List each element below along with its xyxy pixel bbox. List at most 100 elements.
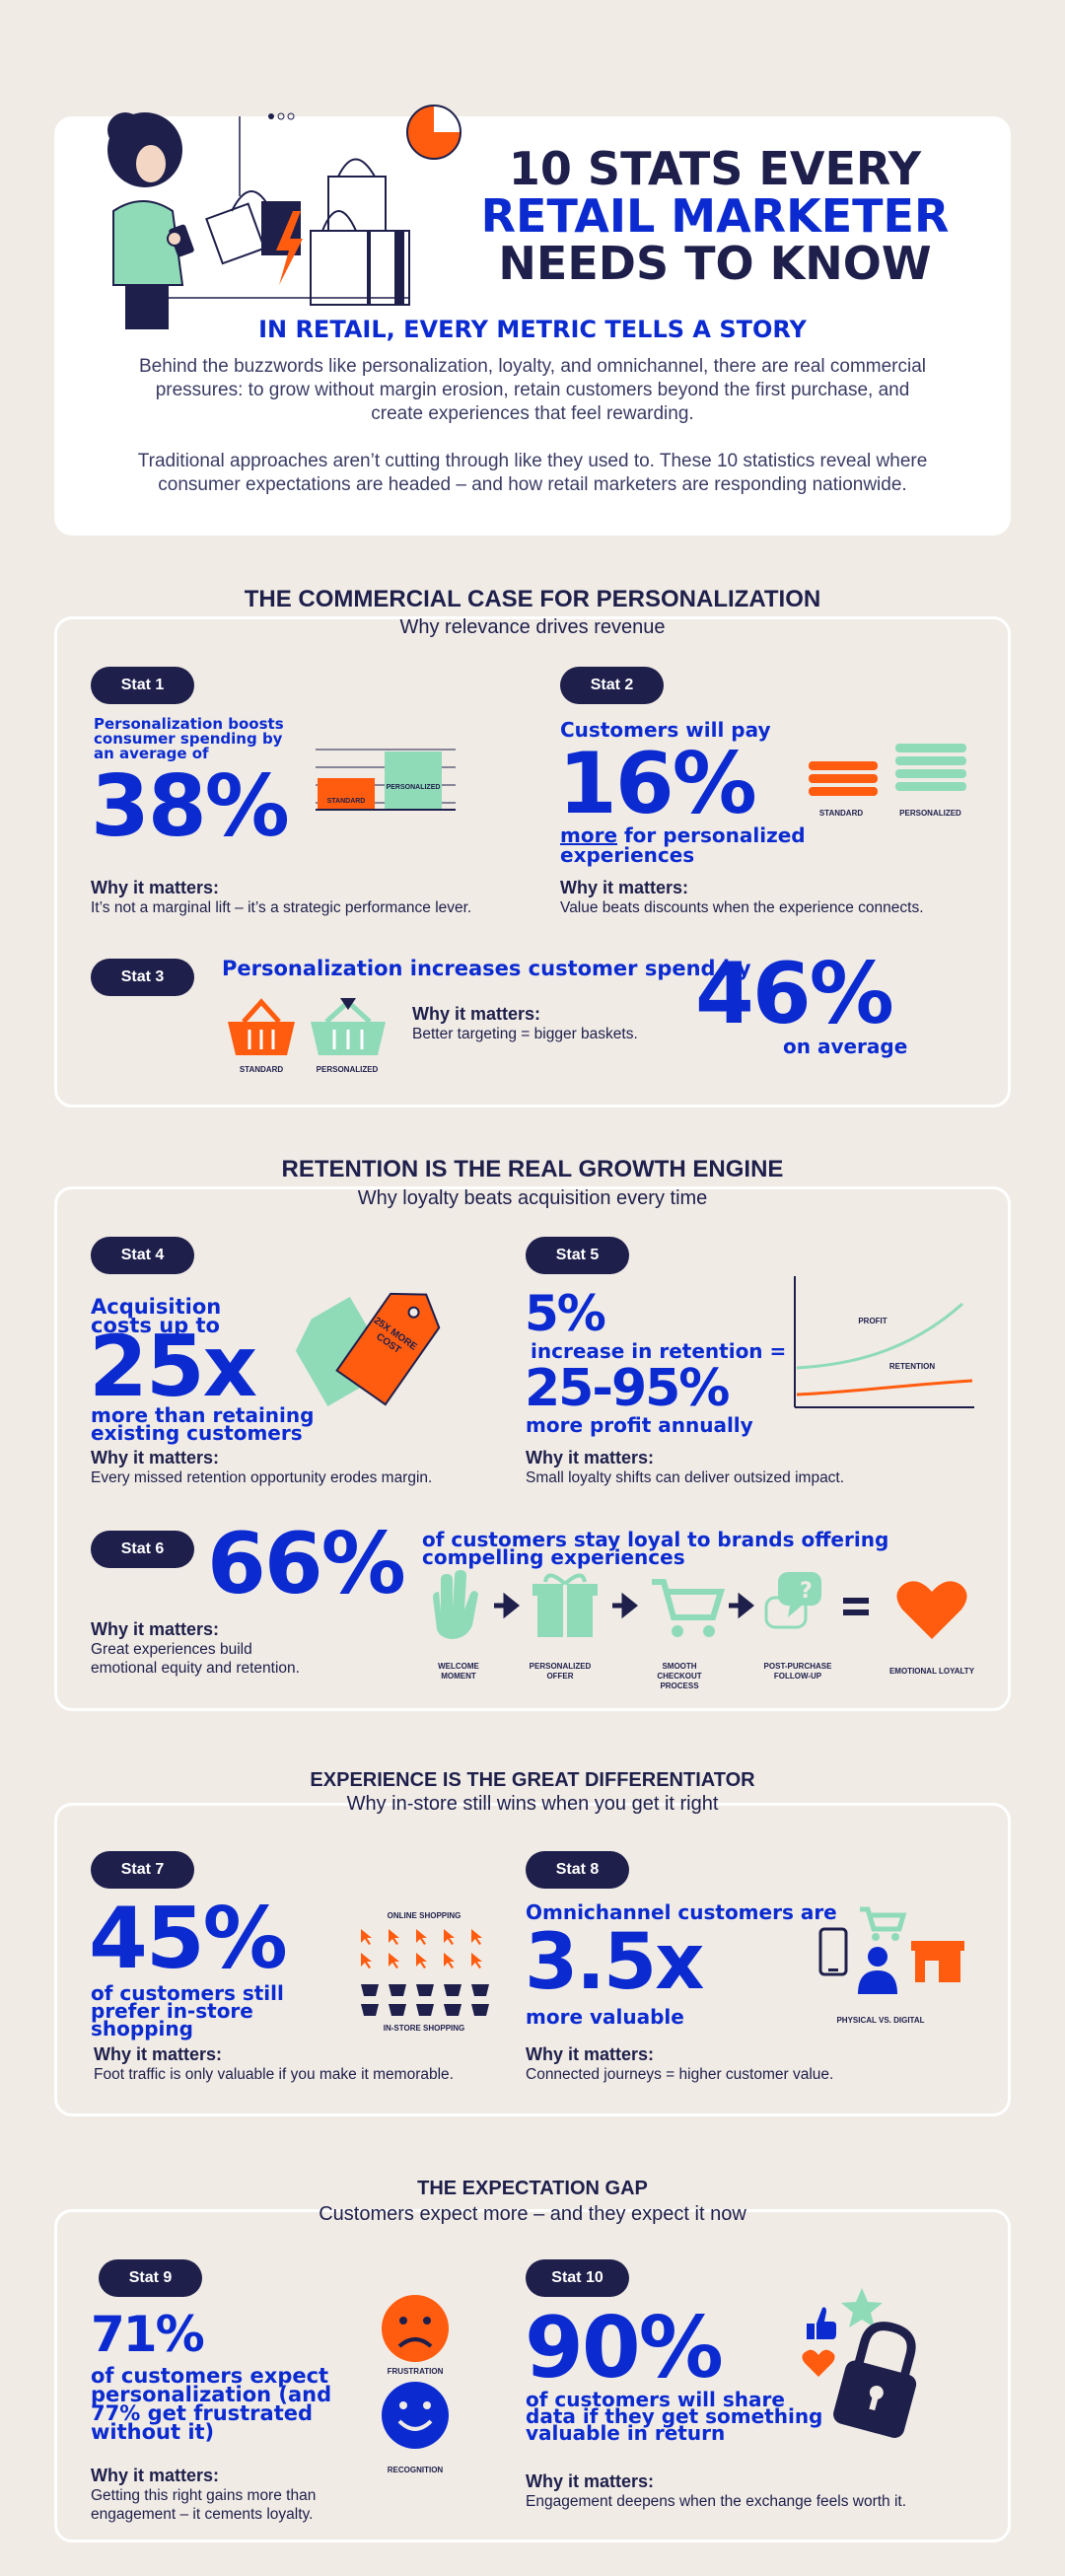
stat-4-why-text: Every missed retention opportunity erode… — [91, 1469, 433, 1486]
stat-10-tail: of customers will share data if they get… — [526, 2388, 823, 2445]
stat-2-why-heading: Why it matters: — [560, 878, 689, 897]
stat-6-pill: Stat 6 — [91, 1531, 194, 1568]
stat-8-lead: Omnichannel customers are — [526, 1900, 837, 1924]
section-2-subtitle: Why loyalty beats acquisition every time — [357, 1187, 708, 1209]
stat-5-why-heading: Why it matters: — [526, 1448, 655, 1467]
personalized-basket-icon — [311, 998, 386, 1055]
section-3-subtitle: Why in-store still wins when you get it … — [346, 1793, 719, 1815]
stat-6-why-heading: Why it matters: — [91, 1619, 220, 1639]
stat-6-value: 66% — [207, 1515, 406, 1613]
section-1-title: THE COMMERCIAL CASE FOR PERSONALIZATION — [197, 586, 868, 613]
section-4-subtitle: Customers expect more – and they expect … — [319, 2203, 746, 2225]
frustrated-face-icon — [382, 2295, 449, 2362]
stat-7-why-heading: Why it matters: — [94, 2044, 223, 2064]
profit-line — [796, 1302, 963, 1370]
stat-1-bar-standard-label: STANDARD — [326, 798, 366, 805]
stat-8-why-heading: Why it matters: — [526, 2044, 655, 2064]
stat-4-value: 25x — [89, 1318, 257, 1416]
stat-2-value: 16% — [558, 735, 757, 833]
stat-9-why-heading: Why it matters: — [91, 2466, 220, 2485]
thumbs-up-icon — [807, 2307, 836, 2339]
stat-9-frustration-label: FRUSTRATION — [387, 2367, 444, 2376]
title-line-2: RETAIL MARKETER — [480, 189, 950, 243]
stat-8-icon-label: PHYSICAL VS. DIGITAL — [836, 2016, 925, 2025]
stat-1-value: 38% — [91, 757, 290, 856]
stat-10-pill: Stat 10 — [526, 2259, 629, 2297]
cursor-basket-grid — [361, 1929, 489, 2016]
stat-7-value: 45% — [89, 1890, 288, 1988]
section-personalization-card — [54, 616, 1011, 1108]
stat-1-bar-chart — [316, 749, 456, 811]
title-line-3: NEEDS TO KNOW — [498, 237, 932, 290]
stat-1-pill: Stat 1 — [91, 667, 194, 704]
stat-5-line-chart — [794, 1276, 974, 1408]
gift-icon — [532, 1573, 598, 1637]
stat-10-value: 90% — [525, 2299, 724, 2397]
section-4-title: THE EXPECTATION GAP — [355, 2178, 710, 2200]
heart-icon — [896, 1581, 967, 1639]
stat-5-pill: Stat 5 — [526, 1237, 629, 1274]
stat-1-bar-standard — [318, 778, 375, 810]
section-3-title: EXPERIENCE IS THE GREAT DIFFERENTIATOR — [266, 1769, 799, 1792]
hero-subtitle: IN RETAIL, EVERY METRIC TELLS A STORY — [258, 316, 807, 343]
stat-7-tail: of customers still prefer in-store shopp… — [91, 1981, 284, 2040]
cart-icon — [652, 1579, 726, 1637]
stat-4-lead: Acquisition costs up to — [91, 1295, 222, 1337]
data-lock-icons — [802, 2288, 917, 2438]
cursor-icons — [361, 1929, 482, 1968]
retention-line — [796, 1379, 973, 1396]
stat-7-instore-label: IN-STORE SHOPPING — [383, 2024, 465, 2033]
stat-1-lead: Personalization boosts consumer spending… — [94, 715, 284, 762]
happy-face-icon — [382, 2382, 449, 2449]
stat-2-standard-label: STANDARD — [818, 809, 864, 818]
stat-7-why-text: Foot traffic is only valuable if you mak… — [94, 2066, 454, 2083]
standard-basket-icon — [228, 998, 295, 1055]
stat-5-retention-label: RETENTION — [888, 1362, 936, 1371]
price-tag-icon — [295, 1292, 441, 1406]
basket-mini-icons — [361, 1984, 489, 2016]
svg-text:?: ? — [800, 1579, 813, 1604]
stat-3-personalized-label: PERSONALIZED — [316, 1065, 379, 1074]
stat-8-tail: more valuable — [526, 2005, 684, 2029]
stat-2-lead: Customers will pay — [560, 718, 771, 742]
stat-2-why-text: Value beats discounts when the experienc… — [560, 899, 924, 916]
stat-6-step-1: WELCOME MOMENT — [438, 1662, 479, 1681]
stat-9-recognition-label: RECOGNITION — [387, 2466, 444, 2474]
stat-2-caption: more for personalized experiences — [560, 825, 836, 865]
stat-5-mid: increase in retention = — [531, 1339, 787, 1363]
stat-3-pill: Stat 3 — [91, 959, 194, 996]
padlock-icon — [833, 2322, 917, 2438]
stat-9-why-text: Getting this right gains more than engag… — [91, 2487, 317, 2523]
hero-paragraph-2: Traditional approaches aren’t cutting th… — [137, 451, 928, 495]
stat-7-pill: Stat 7 — [91, 1851, 194, 1889]
title-line-1: 10 STATS EVERY — [508, 142, 922, 195]
stat-5-why-text: Small loyalty shifts can deliver outsize… — [526, 1469, 845, 1486]
stat-5-tail: more profit annually — [526, 1413, 753, 1437]
stat-3-why-text: Better targeting = bigger baskets. — [412, 1026, 638, 1042]
person-icon — [858, 1947, 897, 1994]
emotion-faces — [382, 2295, 449, 2449]
section-retention-card — [54, 1186, 1011, 1711]
stat-6-step-3: SMOOTH CHECKOUT PROCESS — [657, 1662, 702, 1690]
section-1-subtitle: Why relevance drives revenue — [399, 616, 666, 638]
stat-5-profit-label: PROFIT — [858, 1317, 888, 1325]
cart-mini-icon — [860, 1906, 907, 1941]
stat-9-pill: Stat 9 — [99, 2259, 202, 2297]
stat-6-why-text: Great experiences build emotional equity… — [91, 1641, 300, 1677]
stat-8-value: 3.5x — [525, 1918, 704, 2007]
stat-2-rest: for personalized experiences — [560, 823, 806, 867]
stat-5-value-retention: 5% — [525, 1285, 606, 1342]
stat-6-step-2: PERSONALIZED OFFER — [529, 1662, 592, 1681]
physical-vs-digital-icons — [818, 1906, 964, 1994]
stat-9-tail: of customers expect personalization (and… — [91, 2364, 332, 2444]
wave-hand-icon — [433, 1570, 478, 1639]
chat-question-icon: ? — [764, 1572, 821, 1629]
stat-3-value: 46% — [695, 945, 894, 1043]
stat-3-tail: on average — [783, 1035, 908, 1058]
stat-2-pill: Stat 2 — [560, 667, 664, 704]
stat-4-why-heading: Why it matters: — [91, 1448, 220, 1467]
basket-icons — [228, 998, 386, 1055]
loyalty-journey-icons: ? — [433, 1570, 967, 1639]
stat-2-personalized-label: PERSONALIZED — [899, 809, 961, 818]
section-2-title: RETENTION IS THE REAL GROWTH ENGINE — [227, 1156, 838, 1183]
